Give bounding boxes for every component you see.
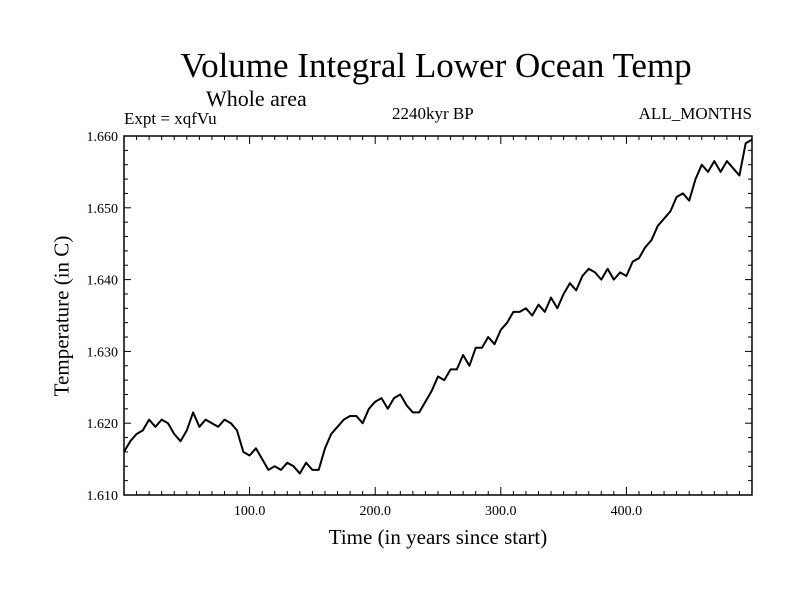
y-tick-label: 1.660: [87, 130, 119, 145]
y-tick-label: 1.620: [87, 417, 119, 432]
axis-ticks: 1.610 1.620 1.630 1.640 1.650 1.660 100.0 200.0…: [87, 130, 753, 519]
y-tick-label: 1.610: [87, 489, 119, 504]
x-tick-label: 400.0: [611, 504, 643, 519]
series-line: [123, 138, 753, 475]
y-tick-label: 1.640: [87, 274, 119, 289]
x-axis-label: Time (in years since start): [328, 525, 548, 549]
x-tick-label: 300.0: [485, 504, 517, 519]
chart-title: Volume Integral Lower Ocean Temp: [180, 46, 692, 85]
x-tick-label: 200.0: [359, 504, 391, 519]
chart-subtitle: Whole area: [206, 86, 307, 111]
y-tick-label: 1.630: [87, 345, 119, 360]
period-label: 2240kyr BP: [392, 104, 474, 123]
plot-frame: [123, 135, 753, 496]
y-tick-label: 1.650: [87, 202, 119, 217]
experiment-label: Expt = xqfVu: [124, 109, 217, 128]
x-tick-label: 100.0: [234, 504, 266, 519]
series-lines: [123, 138, 753, 475]
months-label: ALL_MONTHS: [638, 104, 752, 123]
